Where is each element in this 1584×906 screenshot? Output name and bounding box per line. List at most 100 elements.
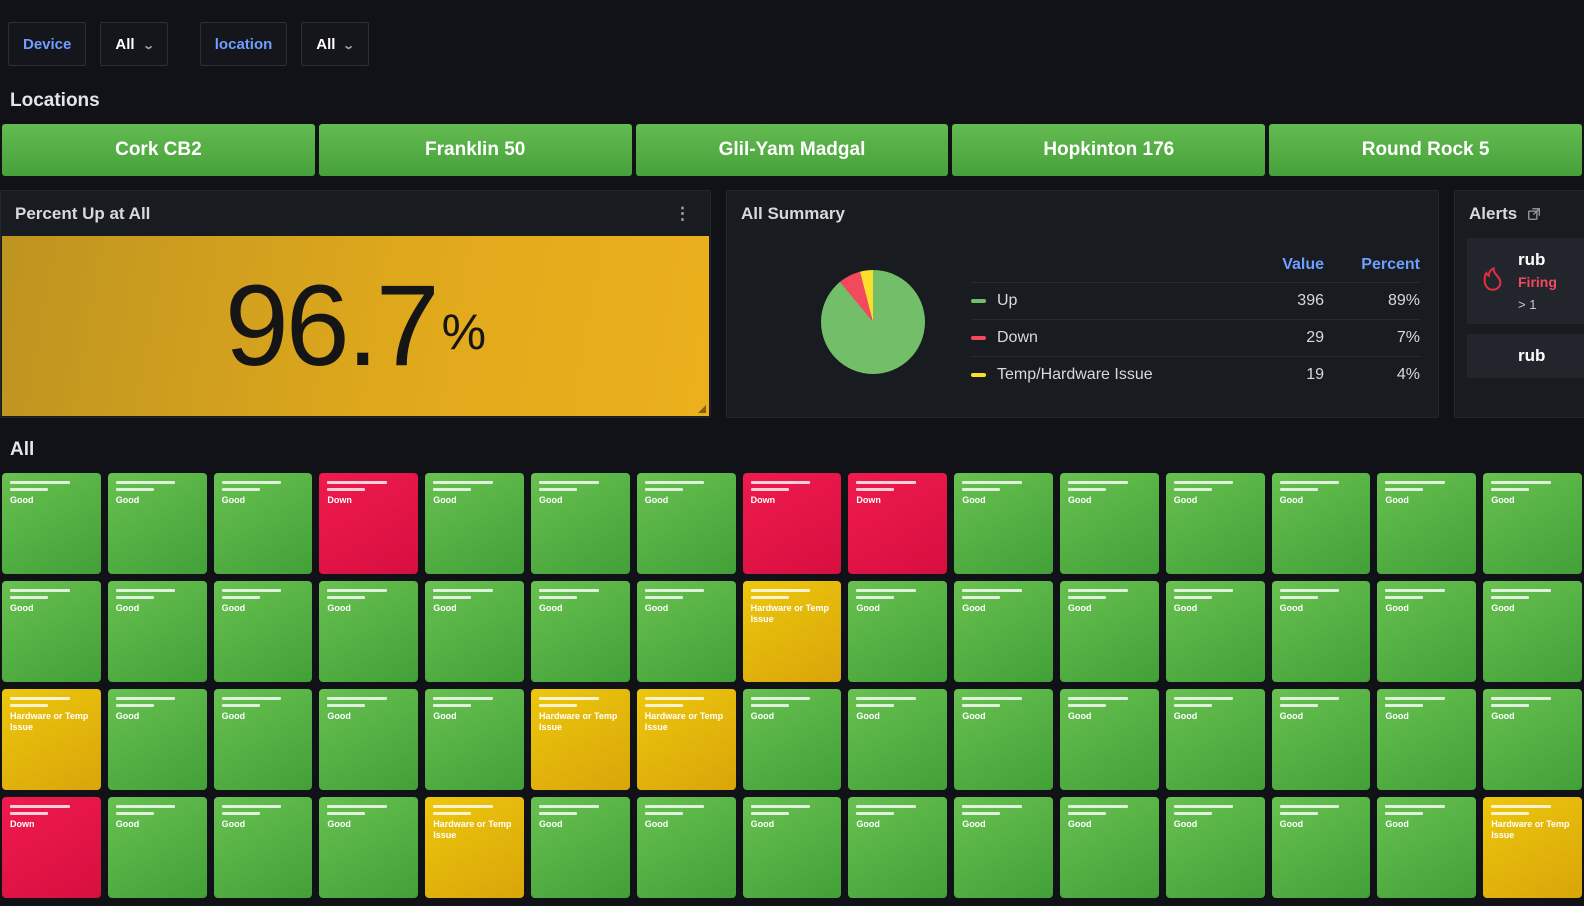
variable-location-dropdown[interactable]: All ⌄ — [301, 22, 369, 66]
status-tile-hw[interactable]: Hardware or Temp Issue — [1483, 797, 1582, 898]
status-tile-good[interactable]: Good — [954, 689, 1053, 790]
status-tile-good[interactable]: Good — [954, 797, 1053, 898]
status-tile-good[interactable]: Good — [107, 581, 207, 682]
status-tile-good[interactable]: Good — [1377, 689, 1477, 790]
summary-legend: Value Percent Up 396 89% Down 29 7% — [971, 251, 1420, 393]
status-tile-hw[interactable]: Hardware or Temp Issue — [425, 797, 524, 898]
status-tile-good[interactable]: Good — [1377, 797, 1477, 898]
status-tile-good[interactable]: Good — [531, 473, 630, 574]
tile-status-label: Good — [1491, 495, 1515, 505]
status-tile-hw[interactable]: Hardware or Temp Issue — [636, 689, 736, 790]
row-title-all[interactable]: All — [10, 439, 35, 460]
device-name-text — [433, 596, 472, 599]
tile-status-label: Good — [1068, 495, 1092, 505]
tile-status-label: Hardware or Temp Issue — [10, 711, 89, 733]
status-tile-good[interactable]: Good — [107, 473, 207, 574]
status-tile-good[interactable]: Good — [1060, 797, 1159, 898]
location-button[interactable]: Glil-Yam Madgal — [635, 124, 949, 176]
status-tile-good[interactable]: Good — [1377, 473, 1477, 574]
variable-device-dropdown[interactable]: All ⌄ — [100, 22, 168, 66]
status-tile-good[interactable]: Good — [742, 797, 842, 898]
panel-menu-icon[interactable]: ⋮ — [674, 204, 692, 223]
panel-alerts-title[interactable]: Alerts — [1469, 204, 1518, 223]
status-tile-good[interactable]: Good — [1060, 473, 1159, 574]
device-name-text — [1173, 805, 1234, 808]
status-tile-good[interactable]: Good — [1483, 581, 1582, 682]
device-name-text — [750, 589, 811, 592]
status-tile-good[interactable]: Good — [636, 473, 736, 574]
status-tile-good[interactable]: Good — [636, 581, 736, 682]
device-name-text — [856, 704, 895, 707]
status-tile-good[interactable]: Good — [2, 473, 101, 574]
status-tile-good[interactable]: Good — [1165, 581, 1265, 682]
alert-item[interactable]: rub Firing > 1 — [1467, 238, 1584, 324]
legend-label[interactable]: Down — [997, 328, 1038, 346]
status-tile-good[interactable]: Good — [425, 689, 524, 790]
status-tile-good[interactable]: Good — [531, 797, 630, 898]
status-tile-good[interactable]: Good — [1377, 581, 1477, 682]
status-tile-good[interactable]: Good — [425, 581, 524, 682]
status-tile-good[interactable]: Good — [531, 581, 630, 682]
device-name-text — [962, 488, 1001, 491]
status-tile-good[interactable]: Good — [1165, 797, 1265, 898]
status-tile-hw[interactable]: Hardware or Temp Issue — [531, 689, 630, 790]
device-name-text — [10, 481, 70, 484]
status-tile-good[interactable]: Good — [1060, 581, 1159, 682]
status-tile-good[interactable]: Good — [848, 797, 948, 898]
tile-status-label: Good — [1385, 495, 1409, 505]
status-tile-good[interactable]: Good — [1483, 473, 1582, 574]
status-tile-down[interactable]: Down — [319, 473, 419, 574]
status-tile-good[interactable]: Good — [1271, 797, 1371, 898]
row-title-locations[interactable]: Locations — [10, 90, 100, 111]
tile-status-label: Good — [750, 819, 775, 829]
status-tile-good[interactable]: Good — [107, 797, 207, 898]
status-tile-good[interactable]: Good — [2, 581, 101, 682]
external-link-icon[interactable] — [1527, 207, 1541, 221]
status-tile-down[interactable]: Down — [848, 473, 948, 574]
status-tile-good[interactable]: Good — [1483, 689, 1582, 790]
device-name-text — [962, 812, 1001, 815]
panel-percent-up-title[interactable]: Percent Up at All — [15, 204, 151, 223]
status-tile-good[interactable]: Good — [848, 689, 948, 790]
device-name-text — [1491, 704, 1530, 707]
alert-item[interactable]: rub — [1467, 334, 1584, 378]
location-button[interactable]: Hopkinton 176 — [952, 124, 1266, 176]
variable-location: location All ⌄ — [199, 22, 369, 66]
status-tile-good[interactable]: Good — [1060, 689, 1159, 790]
status-tile-good[interactable]: Good — [1271, 689, 1371, 790]
legend-label[interactable]: Temp/Hardware Issue — [997, 365, 1153, 383]
status-tile-good[interactable]: Good — [1271, 473, 1371, 574]
status-tile-good[interactable]: Good — [425, 473, 524, 574]
status-tile-good[interactable]: Good — [319, 689, 419, 790]
legend-label[interactable]: Up — [997, 291, 1018, 309]
status-tile-good[interactable]: Good — [107, 689, 207, 790]
location-button[interactable]: Cork CB2 — [2, 124, 315, 176]
status-tile-good[interactable]: Good — [319, 797, 419, 898]
status-tile-hw[interactable]: Hardware or Temp Issue — [742, 581, 842, 682]
status-tile-good[interactable]: Good — [213, 797, 313, 898]
status-tile-good[interactable]: Good — [213, 473, 313, 574]
location-button[interactable]: Round Rock 5 — [1269, 124, 1582, 176]
status-tile-good[interactable]: Good — [1165, 689, 1265, 790]
status-tile-good[interactable]: Good — [213, 581, 313, 682]
dashboard-controls: Device All ⌄ location All ⌄ — [0, 0, 1584, 86]
location-button[interactable]: Franklin 50 — [318, 124, 632, 176]
status-tile-good[interactable]: Good — [954, 581, 1053, 682]
status-tile-good[interactable]: Good — [636, 797, 736, 898]
status-tile-good[interactable]: Good — [848, 581, 948, 682]
status-tile-down[interactable]: Down — [2, 797, 101, 898]
status-tile-good[interactable]: Good — [213, 689, 313, 790]
pie-chart[interactable] — [821, 269, 925, 374]
status-tile-good[interactable]: Good — [1271, 581, 1371, 682]
panel-all-summary-title[interactable]: All Summary — [741, 204, 845, 223]
device-name-text — [962, 481, 1022, 484]
status-tile-good[interactable]: Good — [742, 689, 842, 790]
status-tile-good[interactable]: Good — [954, 473, 1053, 574]
device-name-text — [962, 805, 1022, 808]
status-tile-down[interactable]: Down — [742, 473, 842, 574]
device-name-text — [1068, 488, 1107, 491]
tile-status-label: Good — [221, 711, 246, 721]
status-tile-hw[interactable]: Hardware or Temp Issue — [2, 689, 101, 790]
status-tile-good[interactable]: Good — [319, 581, 419, 682]
status-tile-good[interactable]: Good — [1165, 473, 1265, 574]
